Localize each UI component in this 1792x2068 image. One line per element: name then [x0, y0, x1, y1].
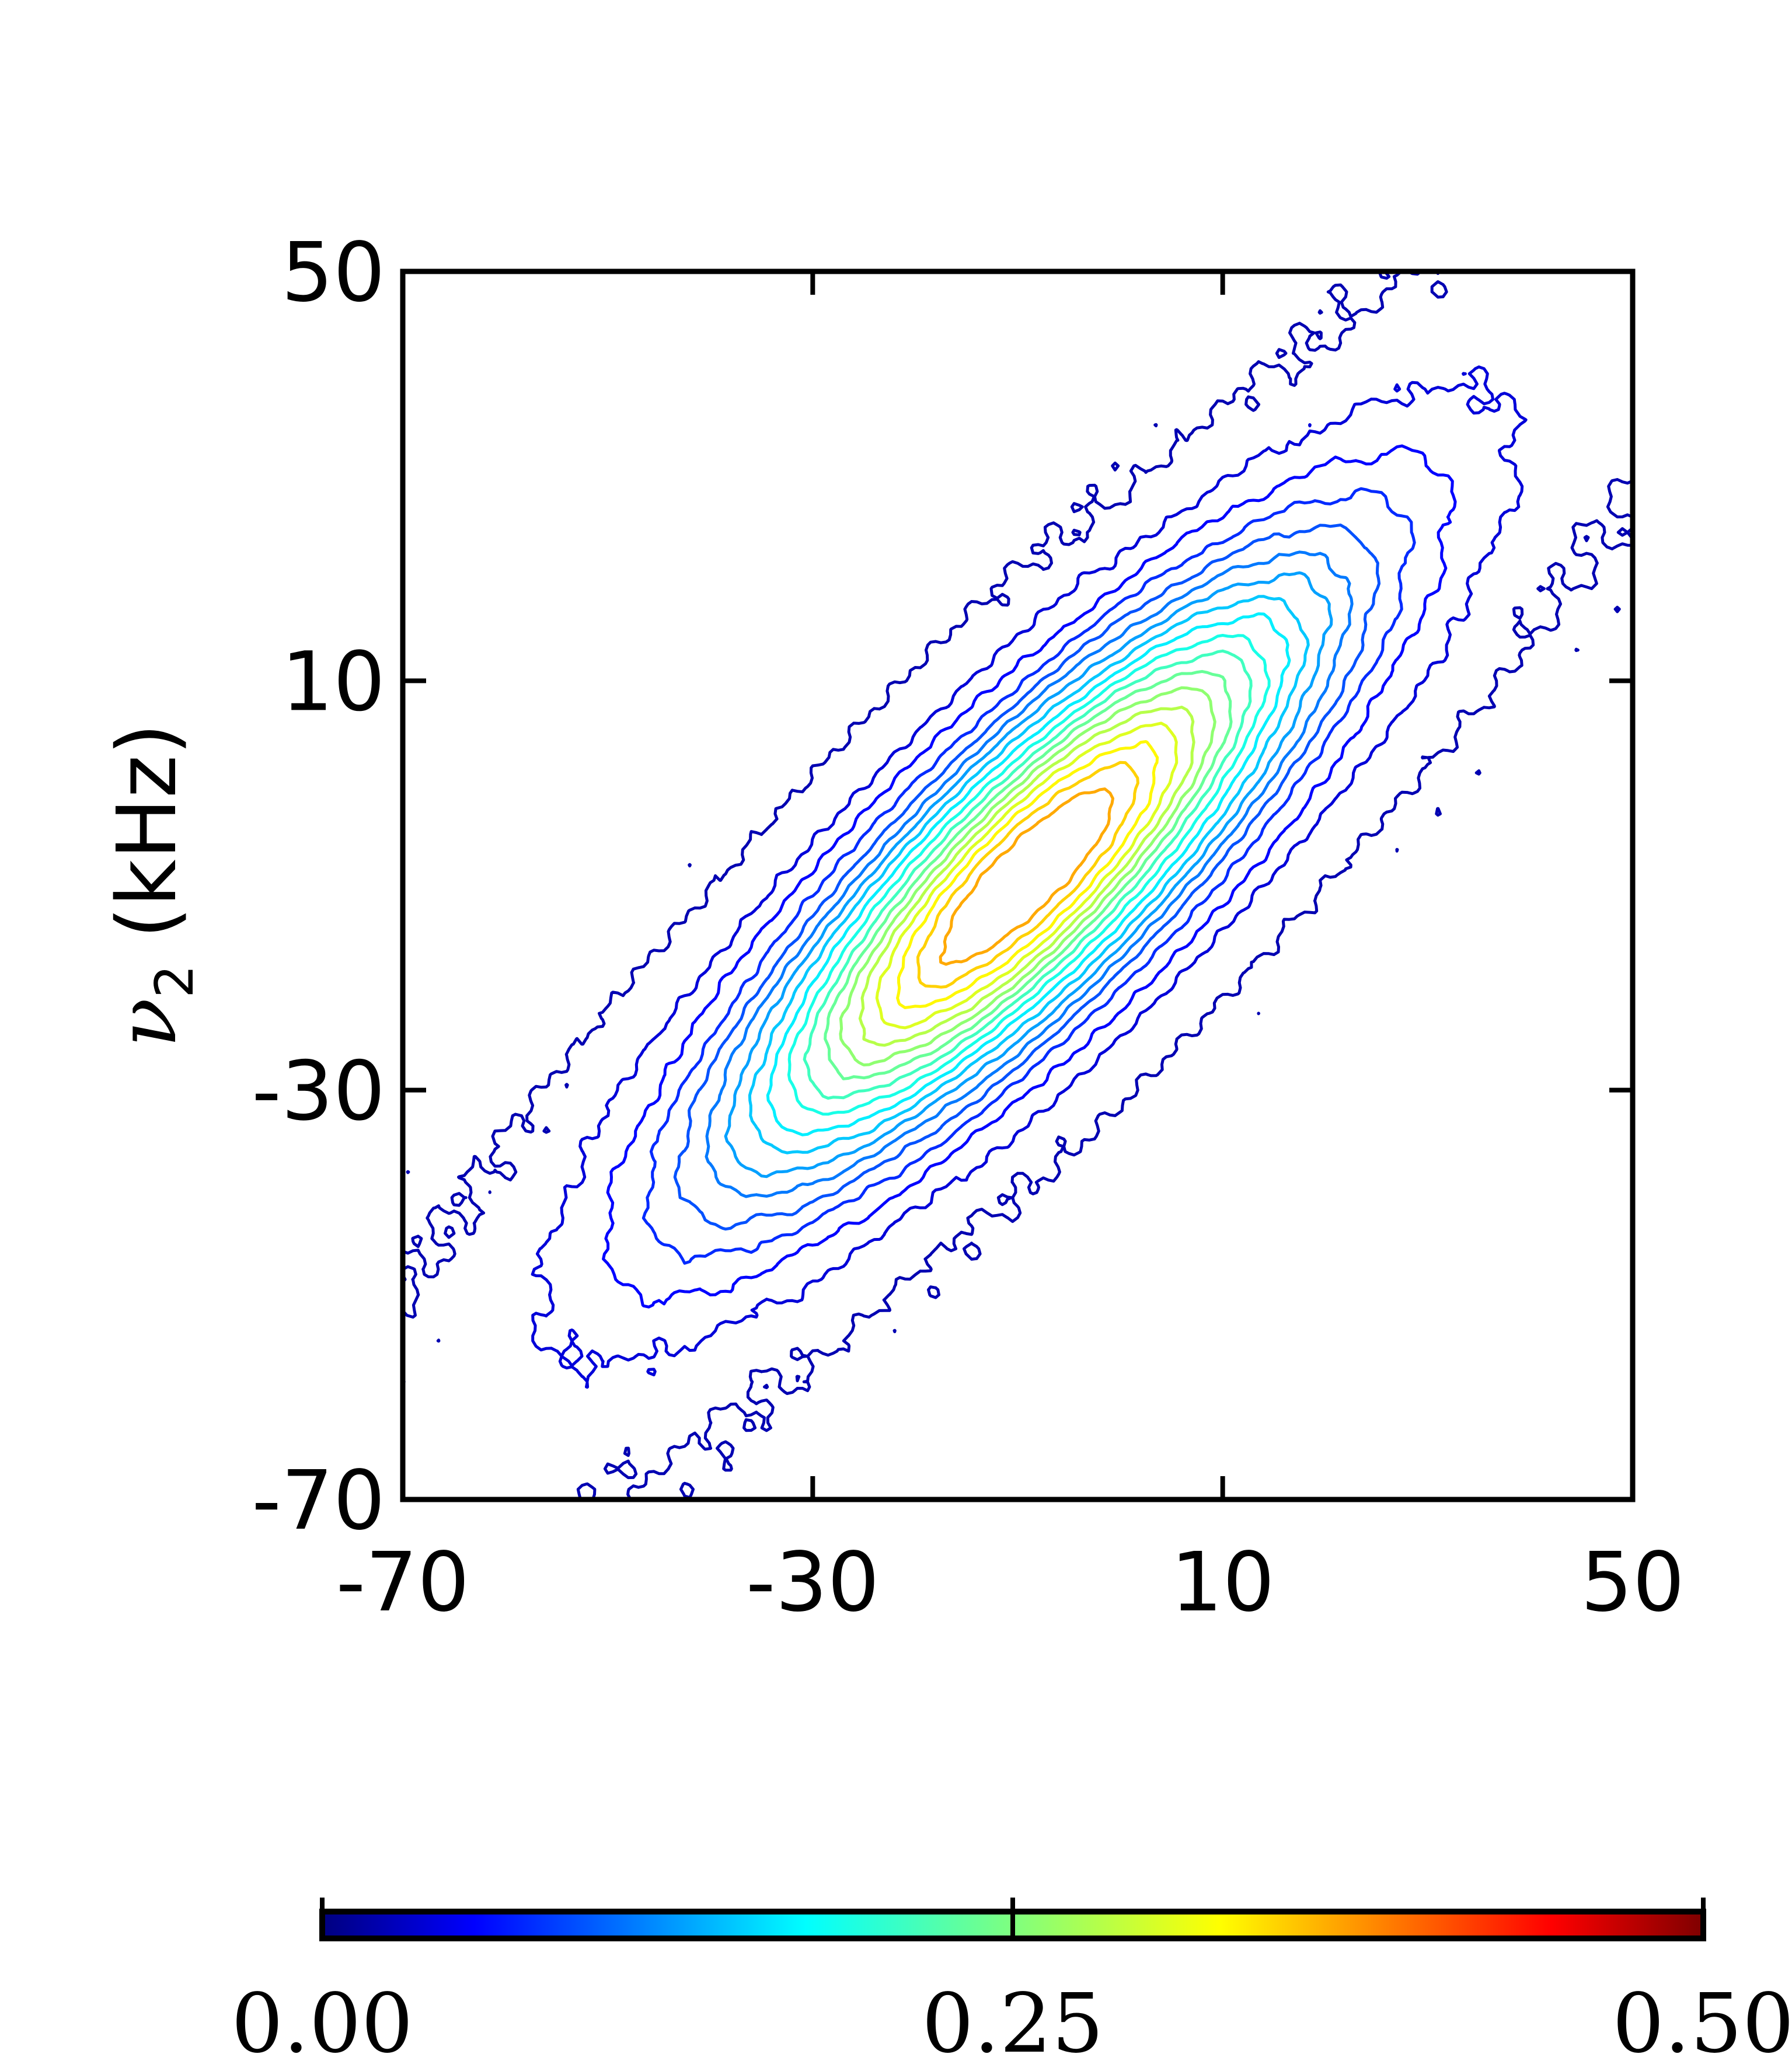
contour-level — [939, 787, 1114, 966]
contour-level — [824, 669, 1233, 1080]
contour-level — [531, 365, 1528, 1389]
y-tick-label: 10 — [281, 634, 385, 730]
colorbar-ticks — [320, 1898, 1706, 1938]
contour-lines — [403, 271, 1633, 1499]
contour-level — [916, 761, 1139, 989]
x-tick-label: -70 — [336, 1535, 470, 1630]
contour-level — [875, 721, 1179, 1030]
y-tick-label: 50 — [281, 225, 385, 320]
y-tick-labels: -70 -30 10 50 — [252, 225, 385, 1549]
colorbar-tick-labels: 0.00 0.25 0.50 — [231, 1976, 1792, 2068]
x-tick-label: 10 — [1171, 1535, 1275, 1630]
contour-level — [403, 271, 1633, 1499]
contour-level — [602, 444, 1457, 1309]
y-axis-subscript: 2 — [144, 965, 205, 998]
y-axis-symbol: ν — [100, 998, 195, 1048]
contour-level — [803, 649, 1253, 1100]
y-tick-label: -30 — [252, 1044, 385, 1139]
contour-level — [673, 524, 1381, 1231]
colorbar-tick-label: 0.00 — [231, 1976, 413, 2068]
contour-level — [724, 571, 1333, 1178]
plot-frame — [400, 268, 1636, 1502]
y-axis-unit: (kHz) — [100, 723, 195, 939]
contour-level — [896, 740, 1159, 1009]
axis-ticks — [400, 269, 1635, 1502]
y-axis-label: ν2 (kHz) — [100, 723, 205, 1048]
contour-level — [766, 612, 1291, 1136]
contour-level — [839, 686, 1216, 1066]
x-tick-label: -30 — [746, 1535, 880, 1630]
y-tick-label: -70 — [252, 1453, 385, 1549]
contour-level — [642, 487, 1416, 1265]
contour-level — [858, 706, 1195, 1047]
colorbar-tick-label: 0.25 — [922, 1976, 1104, 2068]
x-tick-label: 50 — [1581, 1535, 1685, 1630]
contour-level — [705, 550, 1354, 1198]
colorbar: 0.00 0.25 0.50 — [231, 1898, 1792, 2068]
colorbar-tick-label: 0.50 — [1612, 1976, 1792, 2068]
x-tick-labels: -70 -30 10 50 — [336, 1535, 1685, 1630]
contour-level — [787, 634, 1271, 1116]
contour-level — [748, 595, 1310, 1155]
